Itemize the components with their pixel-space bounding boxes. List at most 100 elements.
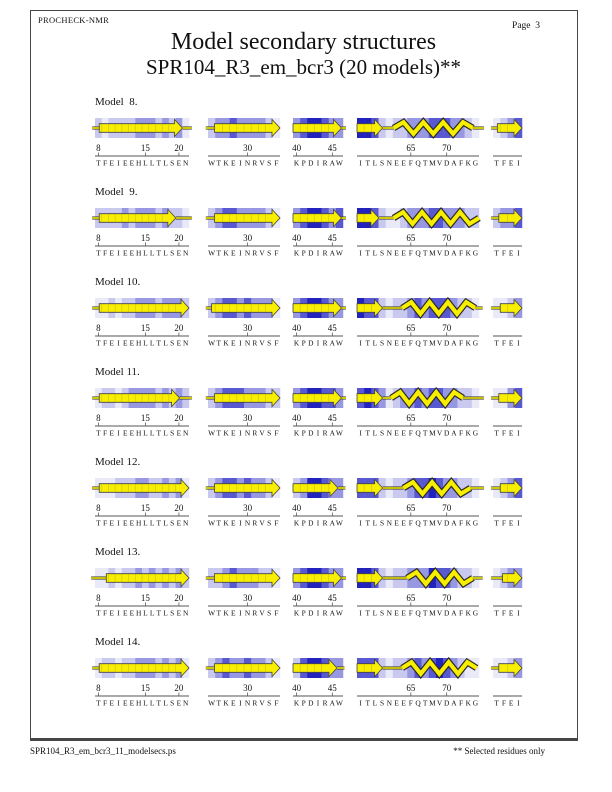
strand-arrow	[502, 568, 523, 588]
sequence-letter: F	[409, 699, 413, 708]
sequence-letter: E	[231, 249, 236, 258]
structure-panel: 40 45 K P D I R A W	[292, 658, 345, 708]
residue-number: 15	[141, 683, 151, 693]
sequence-letter: G	[473, 609, 479, 618]
sequence-letter: T	[423, 519, 428, 528]
strand-arrow	[98, 388, 181, 408]
sequence-letter: T	[423, 429, 428, 438]
sequence-letter: E	[110, 429, 115, 438]
sequence-letter: K	[223, 519, 229, 528]
sequence-letter: E	[401, 339, 406, 348]
sequence-letter: K	[466, 429, 472, 438]
sequence-letter: V	[259, 249, 265, 258]
residue-number: 40	[292, 503, 302, 513]
sequence-letter: E	[123, 699, 128, 708]
sequence-letter: R	[323, 519, 328, 528]
sequence-letter: F	[274, 699, 278, 708]
sequence-letter: N	[387, 249, 393, 258]
sequence-letter: W	[208, 339, 215, 348]
sequence-letter: F	[459, 519, 463, 528]
sequence-letter: S	[380, 159, 384, 168]
sequence-letter: E	[177, 699, 182, 708]
sequence-letter: S	[170, 339, 174, 348]
sequence-letter: S	[170, 519, 174, 528]
sequence-letter: E	[110, 339, 115, 348]
helix-ribbon	[391, 206, 481, 230]
residue-number: 20	[174, 233, 184, 243]
sequence-letter: E	[509, 339, 514, 348]
sequence-letter: N	[387, 699, 393, 708]
sequence-letter: W	[336, 249, 343, 258]
sequence-letter: N	[245, 339, 251, 348]
sequence-letter: S	[267, 519, 271, 528]
sequence-letter: I	[117, 429, 120, 438]
sequence-letter: K	[294, 429, 300, 438]
structure-panel: 30 W T K E I N R V S F	[205, 478, 281, 528]
sequence-letter: E	[509, 699, 514, 708]
residue-number: 20	[174, 143, 184, 153]
sequence-letter: V	[259, 519, 265, 528]
residue-number: 15	[141, 143, 151, 153]
strand-arrow	[356, 118, 384, 138]
sequence-letter: K	[294, 249, 300, 258]
sequence-letter: T	[217, 429, 222, 438]
sequence-letter: F	[274, 609, 278, 618]
model-label: Model 11.	[95, 366, 140, 378]
sequence-letter: A	[330, 429, 336, 438]
sequence-letter: E	[401, 609, 406, 618]
footer-filename: SPR104_R3_em_bcr3_11_modelsecs.ps	[30, 746, 176, 756]
sequence-letter: F	[502, 609, 506, 618]
sequence-letter: I	[117, 699, 120, 708]
sequence-letter: E	[509, 519, 514, 528]
residue-number: 65	[406, 323, 416, 333]
sequence-letter: F	[409, 339, 413, 348]
sequence-letter: I	[239, 609, 242, 618]
strand-arrow	[214, 568, 281, 588]
sequence-letter: M	[429, 699, 436, 708]
sequence-letter: L	[143, 249, 148, 258]
sequence-letter: L	[163, 429, 168, 438]
residue-number: 45	[328, 593, 338, 603]
sequence-letter: E	[130, 699, 135, 708]
strand-arrow	[356, 568, 384, 588]
model-label: Model 14.	[95, 636, 141, 648]
sequence-letter: F	[459, 159, 463, 168]
sequence-letter: I	[517, 429, 520, 438]
sequence-letter: W	[208, 699, 215, 708]
sequence-letter: A	[330, 249, 336, 258]
sequence-letter: F	[103, 699, 107, 708]
sequence-letter: V	[437, 339, 443, 348]
sequence-letter: L	[143, 609, 148, 618]
sequence-letter: E	[401, 699, 406, 708]
sequence-letter: M	[429, 159, 436, 168]
sequence-letter: S	[267, 699, 271, 708]
sequence-letter: D	[308, 429, 314, 438]
sequence-letter: S	[267, 429, 271, 438]
residue-number: 20	[174, 323, 184, 333]
residue-number: 30	[243, 143, 253, 153]
residue-number: 15	[141, 413, 151, 423]
sequence-letter: N	[387, 609, 393, 618]
sequence-letter: A	[330, 699, 336, 708]
sequence-letter: W	[336, 429, 343, 438]
sequence-letter: T	[96, 429, 101, 438]
residue-number: 40	[292, 143, 302, 153]
residue-number: 15	[141, 323, 151, 333]
sequence-letter: V	[259, 609, 265, 618]
structure-panel: 8 15 20T F E I E E H L L T L S E N	[92, 118, 192, 168]
strand-arrow	[498, 388, 523, 408]
sequence-letter: E	[123, 249, 128, 258]
structure-panel: 65 70I T L S N E E F Q T M V D A F K G	[356, 206, 481, 258]
sequence-letter: L	[373, 609, 378, 618]
sequence-letter: T	[494, 159, 499, 168]
sequence-letter: A	[451, 339, 457, 348]
residue-number: 40	[292, 593, 302, 603]
helix-ribbon	[389, 386, 465, 410]
sequence-letter: V	[259, 159, 265, 168]
sequence-letter: A	[451, 519, 457, 528]
